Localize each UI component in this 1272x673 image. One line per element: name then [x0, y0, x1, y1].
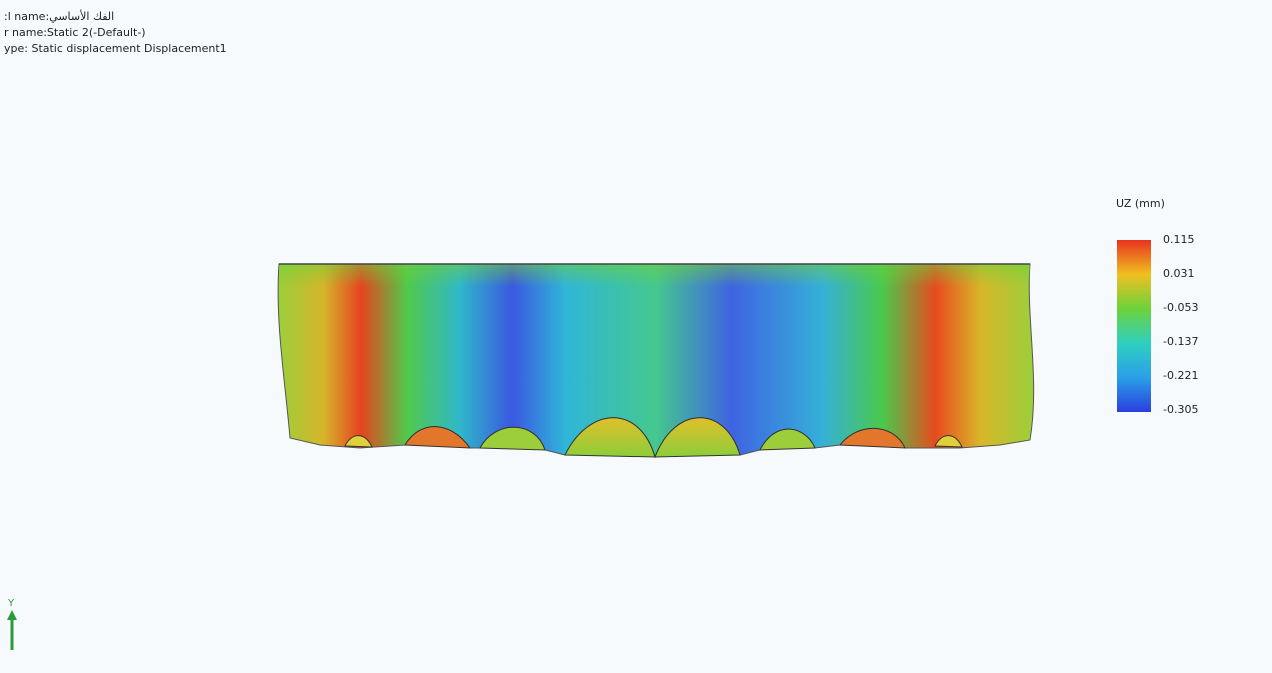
legend-tick-label: -0.053	[1163, 301, 1198, 314]
legend-tick-label: -0.137	[1163, 335, 1198, 348]
legend: UZ (mm) 0.115 0.031 -0.053 -0.137 -0.221 -0.3…	[1116, 197, 1198, 416]
viewport: :l name:الفك الأساسي r name:Static 2(-De…	[0, 0, 1272, 673]
axis-label: Y	[7, 598, 15, 609]
legend-tick-label: 0.115	[1163, 233, 1195, 246]
legend-tick-label: -0.221	[1163, 369, 1198, 382]
legend-tick-label: 0.031	[1163, 267, 1195, 280]
triad: Y	[7, 598, 17, 650]
color-scale	[1117, 240, 1151, 412]
legend-title: UZ (mm)	[1116, 197, 1165, 210]
scene: UZ (mm) 0.115 0.031 -0.053 -0.137 -0.221 -0.3…	[0, 0, 1272, 673]
legend-tick-label: -0.305	[1163, 403, 1198, 416]
model	[278, 264, 1034, 457]
